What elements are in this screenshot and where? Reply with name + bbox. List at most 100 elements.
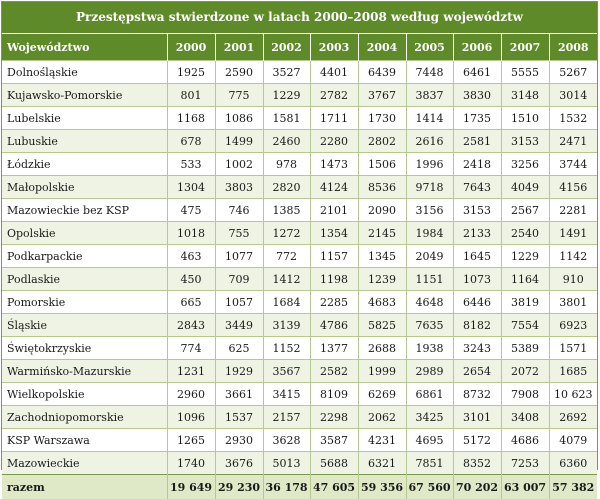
column-header-year: 2008 [549, 34, 597, 61]
cell-value: 2285 [310, 291, 358, 314]
cell-value: 3256 [501, 153, 549, 176]
column-header-year: 2006 [453, 34, 501, 61]
cell-value: 801 [167, 84, 215, 107]
cell-value: 1096 [167, 406, 215, 429]
cell-value: 1229 [263, 84, 310, 107]
cell-value: 2298 [310, 406, 358, 429]
cell-value: 67 560 [406, 475, 453, 499]
cell-value: 1151 [406, 268, 453, 291]
cell-value: 1304 [167, 176, 215, 199]
cell-value: 2101 [310, 199, 358, 222]
cell-value: 6446 [453, 291, 501, 314]
crime-table-panel: Przestępstwa stwierdzone w latach 2000–2… [1, 1, 598, 470]
cell-value: 1412 [263, 268, 310, 291]
cell-value: 1581 [263, 107, 310, 130]
region-name: Łódzkie [2, 153, 167, 176]
cell-value: 47 605 [310, 475, 358, 499]
cell-value: 2145 [358, 222, 406, 245]
region-name: Kujawsko-Pomorskie [2, 84, 167, 107]
region-name: Zachodniopomorskie [2, 406, 167, 429]
cell-value: 2930 [215, 429, 263, 452]
cell-value: 3628 [263, 429, 310, 452]
cell-value: 533 [167, 153, 215, 176]
column-header-year: 2000 [167, 34, 215, 61]
cell-value: 5688 [310, 452, 358, 475]
region-name: Małopolskie [2, 176, 167, 199]
cell-value: 36 178 [263, 475, 310, 499]
region-name: Dolnośląskie [2, 61, 167, 84]
cell-value: 746 [215, 199, 263, 222]
cell-value: 1929 [215, 360, 263, 383]
cell-value: 6360 [549, 452, 597, 475]
cell-value: 3425 [406, 406, 453, 429]
cell-value: 1645 [453, 245, 501, 268]
region-name: Lubuskie [2, 130, 167, 153]
cell-value: 1265 [167, 429, 215, 452]
region-name: Śląskie [2, 314, 167, 337]
cell-value: 4786 [310, 314, 358, 337]
region-name: Warmińsko-Mazurskie [2, 360, 167, 383]
cell-value: 3243 [453, 337, 501, 360]
cell-value: 910 [549, 268, 597, 291]
cell-value: 2843 [167, 314, 215, 337]
cell-value: 2960 [167, 383, 215, 406]
cell-value: 6321 [358, 452, 406, 475]
cell-value: 7554 [501, 314, 549, 337]
cell-value: 5825 [358, 314, 406, 337]
cell-value: 1510 [501, 107, 549, 130]
cell-value: 3153 [453, 199, 501, 222]
cell-value: 625 [215, 337, 263, 360]
cell-value: 1506 [358, 153, 406, 176]
cell-value: 1571 [549, 337, 597, 360]
cell-value: 709 [215, 268, 263, 291]
cell-value: 1685 [549, 360, 597, 383]
cell-value: 3415 [263, 383, 310, 406]
cell-value: 2820 [263, 176, 310, 199]
cell-value: 1142 [549, 245, 597, 268]
cell-value: 3587 [310, 429, 358, 452]
region-name: Opolskie [2, 222, 167, 245]
cell-value: 6861 [406, 383, 453, 406]
region-name: Pomorskie [2, 291, 167, 314]
cell-value: 2460 [263, 130, 310, 153]
cell-value: 1491 [549, 222, 597, 245]
cell-value: 1157 [310, 245, 358, 268]
cell-value: 57 382 [549, 475, 597, 499]
region-name: Mazowieckie [2, 452, 167, 475]
cell-value: 6923 [549, 314, 597, 337]
cell-value: 4695 [406, 429, 453, 452]
cell-value: 2062 [358, 406, 406, 429]
cell-value: 5389 [501, 337, 549, 360]
cell-value: 3661 [215, 383, 263, 406]
cell-value: 7448 [406, 61, 453, 84]
cell-value: 1385 [263, 199, 310, 222]
column-header-year: 2002 [263, 34, 310, 61]
cell-value: 8536 [358, 176, 406, 199]
cell-value: 4648 [406, 291, 453, 314]
cell-value: 774 [167, 337, 215, 360]
cell-value: 8182 [453, 314, 501, 337]
cell-value: 6439 [358, 61, 406, 84]
cell-value: 2688 [358, 337, 406, 360]
cell-value: 475 [167, 199, 215, 222]
cell-value: 1984 [406, 222, 453, 245]
table-title: Przestępstwa stwierdzone w latach 2000–2… [2, 2, 597, 34]
column-header-year: 2004 [358, 34, 406, 61]
cell-value: 3156 [406, 199, 453, 222]
cell-value: 1925 [167, 61, 215, 84]
cell-value: 1073 [453, 268, 501, 291]
cell-value: 978 [263, 153, 310, 176]
cell-value: 463 [167, 245, 215, 268]
cell-value: 4156 [549, 176, 597, 199]
cell-value: 1239 [358, 268, 406, 291]
header-row: Województwo 2000 2001 2002 2003 2004 200… [2, 34, 597, 61]
cell-value: 2049 [406, 245, 453, 268]
cell-value: 3101 [453, 406, 501, 429]
cell-value: 3803 [215, 176, 263, 199]
cell-value: 1996 [406, 153, 453, 176]
cell-value: 3801 [549, 291, 597, 314]
